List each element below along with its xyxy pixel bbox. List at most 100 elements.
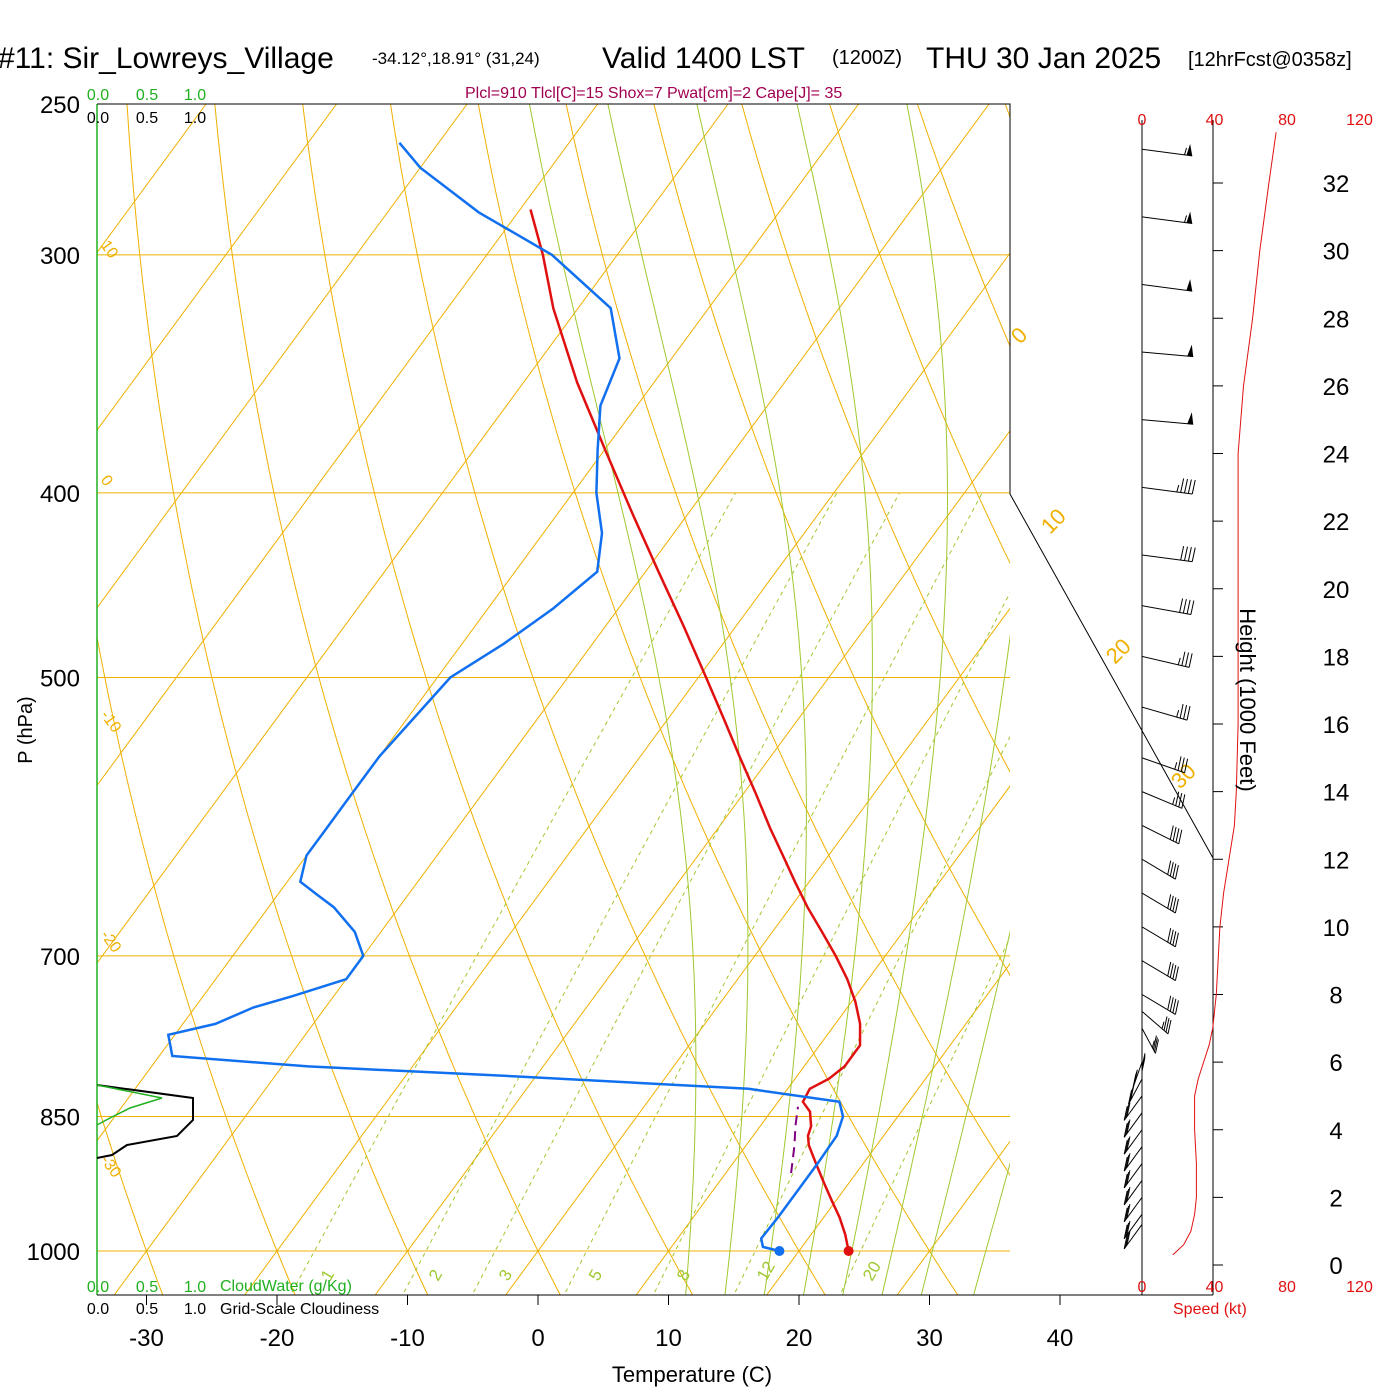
wind-barb — [1141, 824, 1183, 845]
dry-adiabat — [97, 634, 296, 1295]
dry-adiabat — [741, 104, 1010, 773]
sounding-profiles — [166, 141, 862, 1256]
wind-barb — [1141, 926, 1179, 948]
wind-barb-full — [1129, 1088, 1134, 1103]
isotherm-line — [97, 104, 598, 787]
speed-bottom-tick: 0 — [1138, 1279, 1147, 1296]
wind-barb — [1141, 651, 1193, 668]
wind-barb-full — [1126, 1119, 1131, 1134]
height-tick-label: 18 — [1323, 644, 1350, 671]
wind-barb-full — [1154, 1039, 1159, 1054]
wind-barb-staff — [1141, 554, 1193, 563]
height-tick-label: 2 — [1329, 1185, 1342, 1212]
dry-adiabat — [565, 104, 1010, 1176]
wind-barb-full — [1183, 704, 1188, 720]
wind-barb — [1123, 1112, 1143, 1138]
wind-barb — [1141, 546, 1196, 563]
wind-barb — [1123, 1146, 1143, 1172]
wind-barb-half — [1176, 709, 1180, 718]
wind-barb-staff — [1141, 148, 1193, 157]
wind-barb-staff — [1141, 351, 1194, 358]
isotherm-label: 10 — [97, 237, 121, 261]
height-tick-label: 22 — [1323, 509, 1350, 536]
cloudiness-bottom-tick: 0.0 — [87, 1301, 109, 1318]
dry-adiabat — [214, 104, 561, 1295]
wind-barb-full — [1125, 1104, 1130, 1119]
wind-barb — [1123, 1163, 1143, 1189]
y-axis-title: P (hPa) — [15, 696, 37, 763]
wind-barb — [1141, 1011, 1172, 1035]
wind-barb-full — [1184, 478, 1188, 494]
height-tick-label: 32 — [1323, 171, 1350, 198]
wind-barb-staff — [1141, 216, 1193, 225]
height-tick-label: 6 — [1329, 1050, 1342, 1077]
moist-adiabat — [528, 104, 697, 1295]
cloudiness-curve — [96, 1084, 194, 1159]
wind-barb — [1123, 1213, 1143, 1240]
temperature-tick-label: -10 — [390, 1325, 425, 1352]
mixing-ratio-label: 8 — [673, 1266, 694, 1284]
moist-adiabat — [920, 930, 1010, 1295]
surface-dewpoint-dot — [774, 1246, 785, 1256]
wind-barb — [1141, 1028, 1159, 1054]
wind-barb-full — [1177, 756, 1182, 771]
wind-barb-full — [1126, 1220, 1131, 1236]
height-tick-label: 26 — [1323, 374, 1350, 401]
height-tick-label: 14 — [1323, 780, 1350, 807]
wind-barb-full — [1123, 1156, 1128, 1172]
wind-barb-full — [1184, 758, 1189, 773]
wind-barb-full — [1187, 479, 1192, 494]
speed-bottom-tick: 40 — [1206, 1279, 1224, 1296]
wind-barb — [1141, 1045, 1146, 1072]
speed-label: Speed (kt) — [1173, 1301, 1247, 1318]
wind-barb-full — [1167, 995, 1172, 1010]
wind-barb-half — [1172, 797, 1176, 805]
wind-barb — [1141, 279, 1193, 292]
wind-barb-staff — [1141, 655, 1190, 668]
wind-barb-full — [1179, 598, 1184, 613]
station-coords: -34.12°,18.91° (31,24) — [372, 49, 540, 68]
dry-adiabat — [97, 1100, 164, 1295]
wind-barb-full — [1191, 479, 1196, 495]
moist-adiabat-label: 20 — [1101, 634, 1136, 669]
mixing-ratio-label: 20 — [859, 1258, 885, 1284]
wind-barb — [1123, 1197, 1143, 1223]
wind-barb-full — [1123, 1234, 1128, 1249]
wind-barb-full — [1178, 792, 1183, 808]
cloudiness-top-tick: 0.0 — [87, 110, 109, 127]
moist-adiabat — [796, 104, 873, 1295]
moist-adiabat — [696, 104, 807, 1295]
wind-barb — [1123, 1224, 1143, 1250]
wind-barb-half — [1184, 147, 1187, 156]
wind-barb-full — [1178, 829, 1183, 844]
isotherm-line — [97, 104, 859, 1142]
temperature-profile — [529, 209, 862, 1252]
x-axis-title: Temperature (C) — [612, 1362, 772, 1387]
surface-temperature-dot — [843, 1246, 854, 1256]
pressure-tick-label: 250 — [40, 92, 80, 119]
wind-barb — [1141, 143, 1193, 157]
zulu-time: (1200Z) — [832, 47, 902, 69]
wind-barb-half — [1161, 1021, 1165, 1029]
mixing-ratio-label: 3 — [495, 1266, 516, 1284]
wind-barb-full — [1180, 546, 1185, 561]
wind-barb-full — [1181, 794, 1186, 809]
moist-adiabat — [842, 104, 948, 1295]
pressure-tick-label: 700 — [40, 944, 80, 971]
wind-barb — [1141, 791, 1186, 809]
isotherm-line — [244, 252, 1010, 1295]
wind-barb-full — [1126, 1203, 1131, 1219]
cloudiness-label: Grid-Scale Cloudiness — [220, 1301, 379, 1318]
wind-barb-full — [1125, 1205, 1130, 1221]
height-tick-label: 20 — [1323, 577, 1350, 604]
wind-barb — [1141, 994, 1179, 1015]
wind-barb-full — [1174, 932, 1179, 947]
wind-barb-full — [1181, 651, 1186, 666]
parcel-profile — [790, 1106, 799, 1174]
isotherm-label: -10 — [97, 707, 124, 736]
isotherm-line — [113, 104, 990, 1295]
dry-adiabat — [302, 104, 694, 1295]
cloudwater-top-tick: 0.5 — [136, 87, 158, 104]
isotherm-line — [505, 607, 1010, 1295]
